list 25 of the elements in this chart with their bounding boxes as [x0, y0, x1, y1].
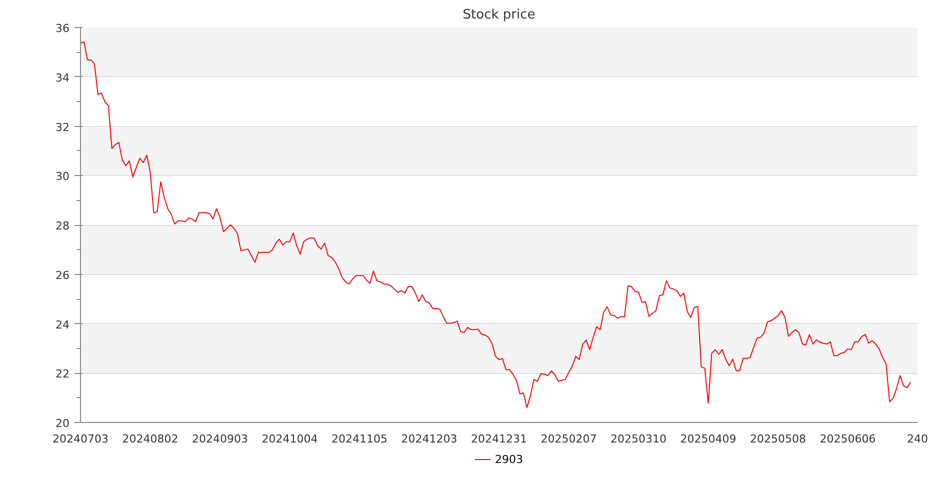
x-tick-label: 20250508: [750, 432, 806, 446]
chart-title: Stock price: [462, 8, 536, 22]
x-tick-label: 20240703: [52, 432, 109, 446]
x-tick-label: 20241105: [332, 432, 388, 446]
x-tick-label: 20250310: [610, 432, 667, 446]
y-tick-label: 24: [56, 318, 70, 332]
line-series: [80, 41, 912, 408]
x-tick-label: 20241203: [401, 432, 458, 446]
x-tick-label: 20241231: [471, 432, 528, 446]
x-tick-label: 20240802: [122, 432, 178, 446]
x-tick-label: 20250207: [540, 432, 597, 446]
x-tick-label: 20250606: [820, 432, 876, 446]
x-tick-label: 20240903: [192, 432, 248, 446]
x-tick-label: 20241004: [262, 432, 318, 446]
y-tick-label: 30: [56, 170, 70, 184]
y-tick-label: 36: [56, 22, 70, 35]
y-tick-label: 32: [56, 120, 70, 134]
x-tick-label: 20250409: [680, 432, 736, 446]
y-tick-label: 20: [56, 417, 70, 430]
y-tick-label: 34: [56, 71, 70, 84]
x-tick-label: 240: [907, 432, 928, 446]
y-tick-label: 22: [56, 368, 70, 381]
y-tick-label: 26: [56, 268, 70, 282]
legend-label: 2903: [495, 452, 523, 466]
y-tick-label: 28: [56, 220, 70, 232]
